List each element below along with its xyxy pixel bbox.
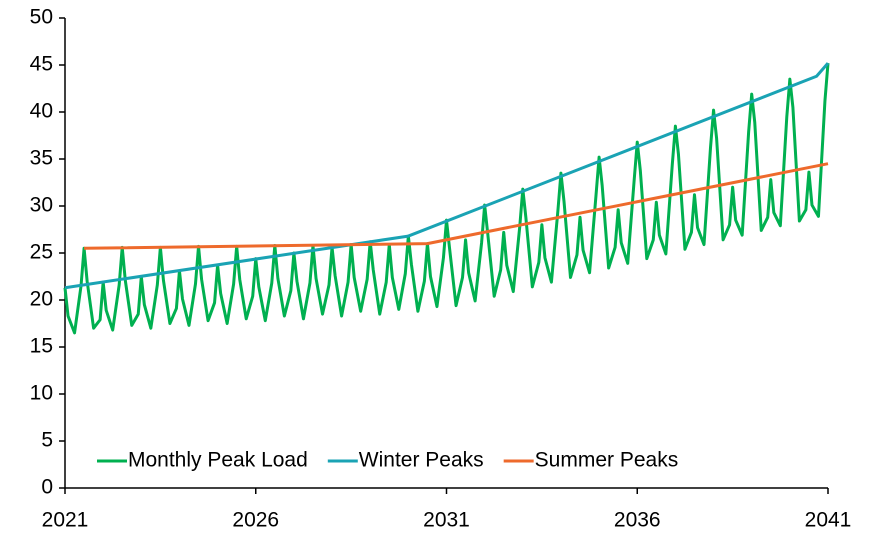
y-tick-label: 45	[30, 53, 53, 76]
x-tick-label: 2031	[423, 509, 470, 532]
series-line	[63, 62, 830, 335]
x-tick-label: 2021	[42, 509, 89, 532]
legend-label: Monthly Peak Load	[128, 449, 308, 472]
legend-label: Winter Peaks	[359, 449, 484, 472]
y-tick-label: 5	[41, 429, 53, 452]
x-tick-label: 2041	[805, 509, 852, 532]
x-tick-label: 2026	[232, 509, 279, 532]
y-tick-label: 15	[30, 335, 53, 358]
y-tick-label: 0	[41, 476, 53, 499]
series-line	[64, 62, 830, 290]
x-tick-label: 2036	[614, 509, 661, 532]
legend-label: Summer Peaks	[535, 449, 679, 472]
y-tick-label: 40	[30, 100, 53, 123]
y-tick-label: 25	[30, 241, 53, 264]
series-line	[84, 162, 829, 250]
y-tick-label: 50	[30, 6, 53, 29]
y-tick-label: 35	[30, 147, 53, 170]
y-tick-label: 10	[30, 382, 53, 405]
y-tick-label: 20	[30, 288, 53, 311]
y-tick-label: 30	[30, 194, 53, 217]
